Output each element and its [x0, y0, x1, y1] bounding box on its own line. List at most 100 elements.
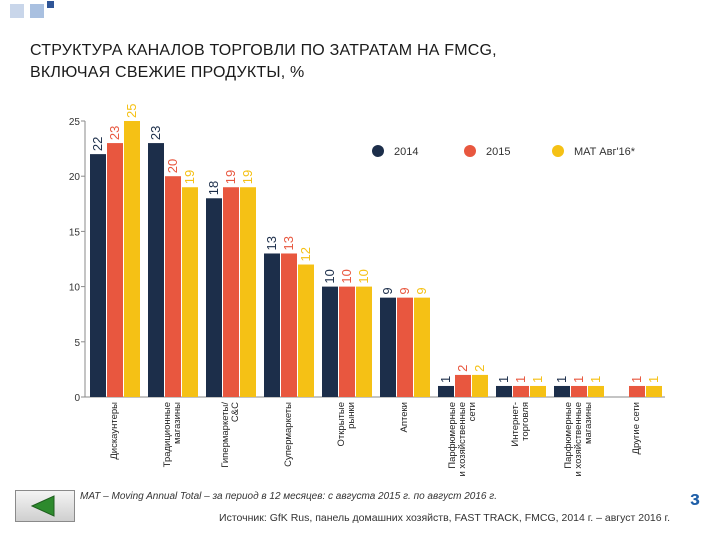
data-label: 23 [107, 126, 122, 140]
bar [530, 385, 546, 397]
legend-marker [552, 145, 564, 157]
data-label: 10 [322, 269, 337, 283]
x-tick-label: Гипермаркеты/ [220, 402, 231, 468]
bar [124, 121, 140, 397]
y-tick-label: 15 [69, 227, 81, 238]
data-label: 1 [629, 376, 644, 383]
data-label: 12 [298, 247, 313, 261]
bar [148, 143, 164, 397]
bar [240, 187, 256, 397]
legend-marker [464, 145, 476, 157]
data-label: 1 [571, 376, 586, 383]
data-label: 9 [414, 287, 429, 294]
data-label: 1 [496, 376, 511, 383]
title-line-2: ВКЛЮЧАЯ СВЕЖИЕ ПРОДУКТЫ, % [30, 64, 305, 81]
data-label: 1 [554, 376, 569, 383]
page-title: СТРУКТУРА КАНАЛОВ ТОРГОВЛИ ПО ЗАТРАТАМ Н… [30, 40, 690, 84]
bar [588, 385, 604, 397]
data-label: 18 [206, 181, 221, 195]
data-label: 19 [223, 170, 238, 184]
data-label: 9 [397, 287, 412, 294]
x-tick-label: C&C [230, 402, 241, 422]
decor-square-mid [30, 4, 44, 18]
x-tick-label: Парфюмерные [563, 402, 574, 469]
x-tick-label: Супермаркеты [283, 402, 294, 467]
x-category-label: Интернет-торговля [510, 402, 531, 447]
x-category-label: Другие сети [631, 402, 642, 454]
bar [107, 143, 123, 397]
bar [281, 253, 297, 397]
data-label: 25 [124, 104, 139, 118]
x-category-label: Традиционные магазины [162, 402, 183, 467]
data-label: 22 [90, 137, 105, 151]
bar [206, 198, 222, 397]
bar [438, 385, 454, 397]
legend-marker [372, 145, 384, 157]
bar [90, 154, 106, 397]
y-tick-label: 5 [74, 338, 80, 349]
data-label: 13 [281, 236, 296, 250]
bar [298, 264, 314, 397]
bar [646, 385, 662, 397]
bar [356, 286, 372, 397]
x-category-label: Парфюмерные и хозяйственные сети [447, 402, 478, 477]
bar [322, 286, 338, 397]
bar [496, 385, 512, 397]
bar [455, 374, 471, 397]
decor-square-dark [47, 1, 54, 8]
legend-label: 2014 [394, 146, 418, 158]
data-label: 9 [380, 287, 395, 294]
x-tick-label: Парфюмерные [447, 402, 458, 469]
bar [182, 187, 198, 397]
source-note: Источник: GfK Rus, панель домашних хозяй… [219, 512, 670, 524]
x-tick-label: рынки [346, 402, 357, 429]
data-label: 20 [165, 159, 180, 173]
y-tick-label: 10 [69, 283, 81, 294]
y-tick-label: 0 [74, 393, 80, 404]
x-tick-label: и хозяйственные [573, 402, 584, 477]
x-tick-label: Аптеки [399, 402, 410, 432]
x-category-label: Парфюмерные и хозяйственные магазины [563, 402, 594, 477]
bar [339, 286, 355, 397]
data-label: 19 [240, 170, 255, 184]
x-tick-label: магазины [172, 402, 183, 444]
nav-back-button[interactable] [15, 490, 75, 522]
bar [554, 385, 570, 397]
data-label: 1 [530, 376, 545, 383]
back-arrow-icon [30, 495, 55, 517]
legend-label: 2015 [486, 146, 510, 158]
bar [380, 297, 396, 397]
data-label: 1 [588, 376, 603, 383]
x-tick-label: торговля [520, 402, 531, 441]
bar [629, 385, 645, 397]
data-label: 13 [264, 236, 279, 250]
x-tick-label: Другие сети [631, 402, 642, 454]
x-tick-label: Интернет- [510, 402, 521, 447]
bar [264, 253, 280, 397]
decor-square-light [10, 4, 24, 18]
corner-logo: з [690, 488, 700, 510]
x-tick-label: Открытые [336, 402, 347, 446]
x-tick-label: Традиционные [162, 402, 173, 467]
x-tick-label: магазины [583, 402, 594, 444]
data-label: 10 [356, 269, 371, 283]
footnote: MAT – Moving Annual Total – за период в … [80, 491, 497, 502]
bar [397, 297, 413, 397]
data-label: 1 [513, 376, 528, 383]
data-label: 10 [339, 269, 354, 283]
x-category-label: Гипермаркеты/C&C [220, 402, 241, 468]
bar [223, 187, 239, 397]
data-label: 23 [148, 126, 163, 140]
data-label: 2 [455, 365, 470, 372]
data-label: 1 [438, 376, 453, 383]
bar [165, 176, 181, 397]
title-line-1: СТРУКТУРА КАНАЛОВ ТОРГОВЛИ ПО ЗАТРАТАМ Н… [30, 42, 497, 59]
data-label: 1 [646, 376, 661, 383]
bar [513, 385, 529, 397]
data-label: 19 [182, 170, 197, 184]
x-tick-label: сети [467, 402, 478, 421]
x-category-label: Открытые рынки [336, 402, 357, 446]
bar [472, 374, 488, 397]
x-category-label: Супермаркеты [283, 402, 294, 467]
bar [414, 297, 430, 397]
